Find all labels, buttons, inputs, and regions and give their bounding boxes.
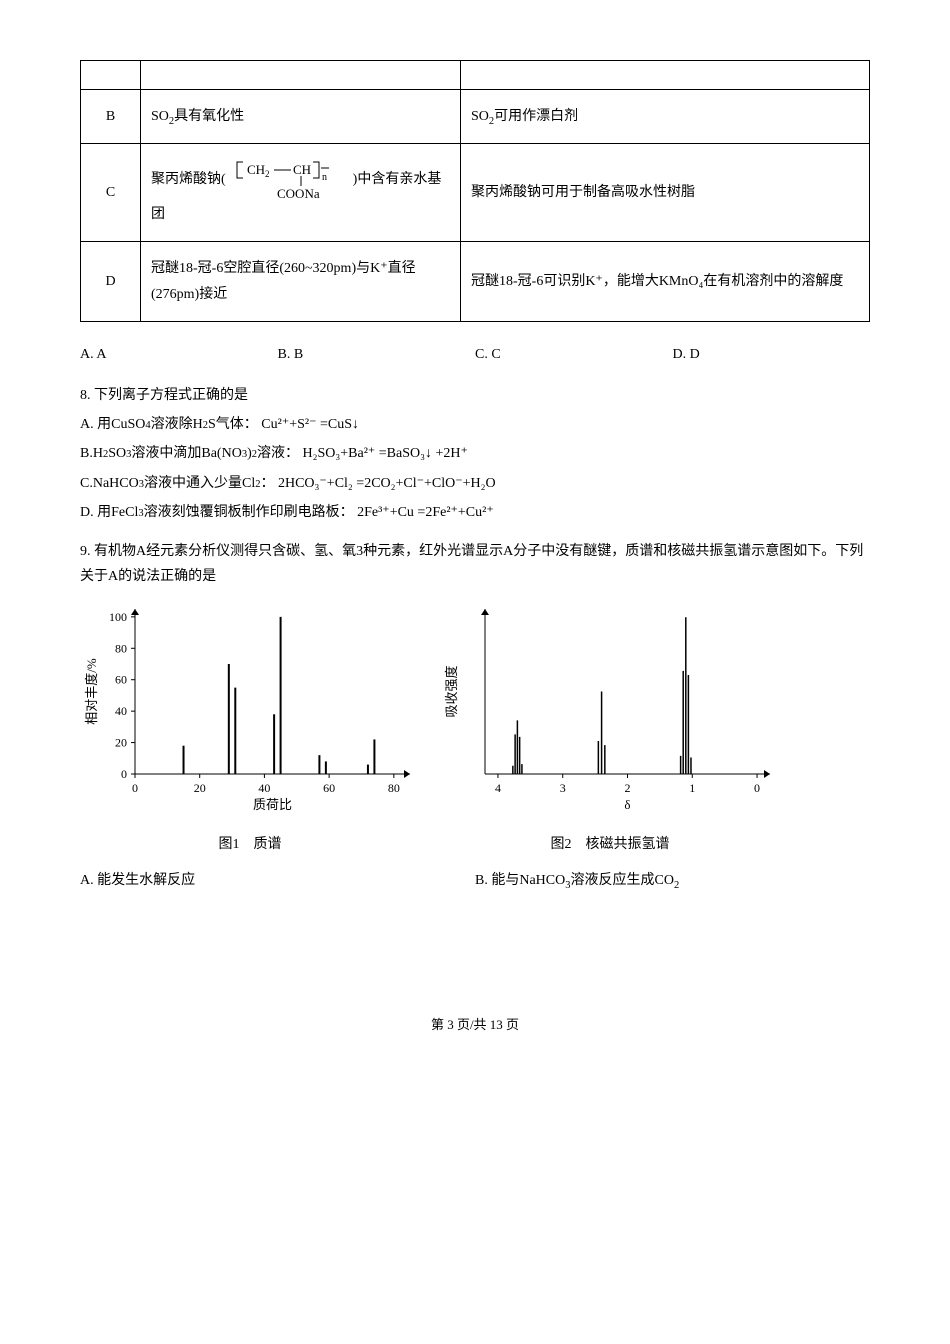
q8c-eq: 2HCO₃⁻+Cl₂ =2CO₂+Cl⁻+ClO⁻+H₂O	[278, 471, 496, 496]
q8c-m1: 溶液中通入少量	[144, 471, 242, 496]
svg-text:100: 100	[109, 610, 127, 624]
q8d-eq: 2Fe³⁺+Cu =2Fe²⁺+Cu²⁺	[357, 500, 494, 525]
chart1-caption: 图1 质谱	[80, 832, 420, 857]
q8a-pre: A. 用	[80, 412, 111, 437]
q8c-pre: C.	[80, 471, 93, 496]
q8d-pre: D. 用	[80, 500, 111, 525]
q8-opt-d: D. 用FeCl3溶液刻蚀覆铜板制作印刷电路板： 2Fe³⁺+Cu =2Fe²⁺…	[80, 500, 870, 525]
row-c-label: C	[81, 144, 141, 242]
q9-stem: 9. 有机物A经元素分析仪测得只含碳、氢、氧3种元素，红外光谱显示A分子中没有醚…	[80, 539, 870, 589]
row-c-right: 聚丙烯酸钠可用于制备高吸水性树脂	[461, 144, 870, 242]
svg-text:3: 3	[560, 781, 566, 795]
opt-a: A. A	[80, 342, 278, 367]
svg-text:δ: δ	[624, 797, 630, 812]
chart2-caption: 图2 核磁共振氢谱	[440, 832, 780, 857]
row-b-label: B	[81, 90, 141, 144]
row-d-right: 冠醚18-冠-6可识别K⁺，能增大KMnO₄在有机溶剂中的溶解度	[461, 242, 870, 321]
row-c-mid: 聚丙烯酸钠( CH2 CH n COONa )中含有亲水基团	[141, 144, 461, 242]
svg-text:40: 40	[115, 704, 127, 718]
q8c-m2: ：	[260, 471, 274, 496]
page-footer: 第 3 页/共 13 页	[80, 1013, 870, 1036]
q8b-m2: 溶液：	[257, 441, 299, 466]
q8d-m1: 溶液刻蚀覆铜板制作印刷电路板：	[144, 500, 354, 525]
svg-text:0: 0	[754, 781, 760, 795]
svg-text:COONa: COONa	[277, 186, 320, 201]
q8-opt-b: B. H2SO3溶液中滴加Ba(NO3)2溶液： H₂SO₃+Ba²⁺ =BaS…	[80, 441, 870, 466]
svg-text:n: n	[322, 172, 327, 183]
row-empty-right	[461, 61, 870, 90]
q8-opt-a: A. 用CuSO4溶液除H2S气体： Cu²⁺+S²⁻ =CuS↓	[80, 412, 870, 437]
chart1-wrap: 0 20 40 60 80 100 0 20 40 60 80 相对丰度/% 质荷比 图1 质谱	[80, 599, 420, 857]
q8a-m1: 溶液除	[151, 412, 193, 437]
question-8: 8. 下列离子方程式正确的是 A. 用CuSO4溶液除H2S气体： Cu²⁺+S…	[80, 383, 870, 525]
svg-text:2: 2	[625, 781, 631, 795]
row-empty-label	[81, 61, 141, 90]
svg-text:吸收强度: 吸收强度	[444, 666, 459, 718]
q8-opt-c: C. NaHCO3溶液中通入少量Cl2： 2HCO₃⁻+Cl₂ =2CO₂+Cl…	[80, 471, 870, 496]
svg-text:0: 0	[121, 767, 127, 781]
svg-text:2: 2	[265, 169, 270, 179]
chart2-wrap: 4 3 2 1 0 吸收强度 δ 图2 核磁共振氢谱	[440, 599, 780, 857]
q9b-mid: 溶液反应生成	[570, 873, 654, 888]
q8a-eq: Cu²⁺+S²⁻ =CuS↓	[261, 412, 359, 437]
svg-text:80: 80	[388, 781, 400, 795]
q9-options-row: A. 能发生水解反应 B. 能与NaHCO3溶液反应生成CO2	[80, 868, 870, 893]
q9b-pre: B. 能与	[475, 873, 519, 888]
row-d-label: D	[81, 242, 141, 321]
svg-text:40: 40	[258, 781, 270, 795]
svg-text:80: 80	[115, 642, 127, 656]
row-b-mid-text: 具有氧化性	[174, 109, 244, 124]
mass-spectrum-chart: 0 20 40 60 80 100 0 20 40 60 80 相对丰度/% 质荷比	[80, 599, 420, 819]
row-b-right-text: 可用作漂白剂	[494, 109, 578, 124]
properties-table: B SO2具有氧化性 SO2可用作漂白剂 C 聚丙烯酸钠( CH2 CH n C…	[80, 60, 870, 322]
svg-text:4: 4	[495, 781, 501, 795]
question-9: 9. 有机物A经元素分析仪测得只含碳、氢、氧3种元素，红外光谱显示A分子中没有醚…	[80, 539, 870, 893]
q8a-m2: 气体：	[216, 412, 258, 437]
opt-d: D. D	[673, 342, 871, 367]
svg-text:1: 1	[689, 781, 695, 795]
opt-c: C. C	[475, 342, 673, 367]
q8-stem: 8. 下列离子方程式正确的是	[80, 383, 870, 408]
opt-b: B. B	[278, 342, 476, 367]
svg-text:0: 0	[132, 781, 138, 795]
svg-text:相对丰度/%: 相对丰度/%	[84, 658, 99, 725]
charts-row: 020406080100020406080相对丰度/%质荷比 图1 质谱 432…	[80, 599, 870, 857]
row-b-mid: SO2具有氧化性	[141, 90, 461, 144]
q9-opt-a: A. 能发生水解反应	[80, 868, 475, 893]
row-c-mid-pre: 聚丙烯酸钠(	[151, 172, 226, 187]
svg-text:60: 60	[323, 781, 335, 795]
svg-text:CH: CH	[293, 162, 311, 177]
row-empty-mid	[141, 61, 461, 90]
q8b-eq: H₂SO₃+Ba²⁺ =BaSO₃↓ +2H⁺	[302, 441, 467, 466]
q8b-m1: 溶液中滴加	[131, 441, 201, 466]
svg-text:60: 60	[115, 673, 127, 687]
q7-options: A. A B. B C. C D. D	[80, 342, 870, 367]
nmr-chart: 4 3 2 1 0 吸收强度 δ	[440, 599, 780, 819]
q9-opt-b: B. 能与NaHCO3溶液反应生成CO2	[475, 868, 870, 893]
row-d-mid: 冠醚18-冠-6空腔直径(260~320pm)与K⁺直径(276pm)接近	[141, 242, 461, 321]
svg-text:20: 20	[194, 781, 206, 795]
svg-text:20: 20	[115, 736, 127, 750]
svg-text:质荷比: 质荷比	[253, 797, 292, 812]
svg-text:CH: CH	[247, 162, 265, 177]
row-b-right: SO2可用作漂白剂	[461, 90, 870, 144]
polymer-structure-icon: CH2 CH n COONa	[229, 158, 349, 202]
q8b-pre: B.	[80, 441, 93, 466]
